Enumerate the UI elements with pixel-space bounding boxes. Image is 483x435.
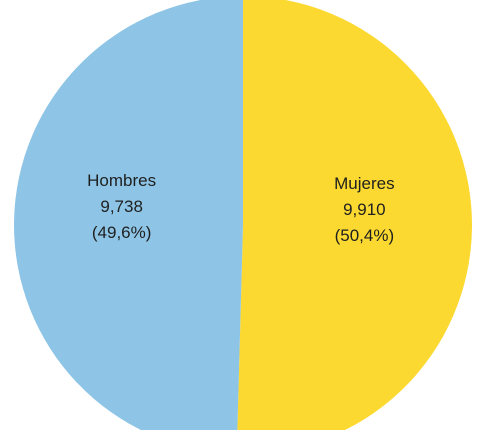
slice-label-category-mujeres: Mujeres: [334, 174, 394, 193]
pie-slice-hombres: [14, 0, 243, 435]
slice-label-value-hombres: 9,738: [100, 197, 143, 216]
pie-labels: Mujeres 9,910 (50,4%) Hombres 9,738 (49,6%): [87, 171, 394, 245]
slice-label-percent-hombres: (49,6%): [92, 223, 152, 242]
slice-label-category-hombres: Hombres: [87, 171, 156, 190]
pie-slices: [14, 0, 472, 435]
slice-label-value-mujeres: 9,910: [343, 200, 386, 219]
slice-label-percent-mujeres: (50,4%): [335, 226, 395, 245]
pie-slice-mujeres: [237, 0, 472, 435]
